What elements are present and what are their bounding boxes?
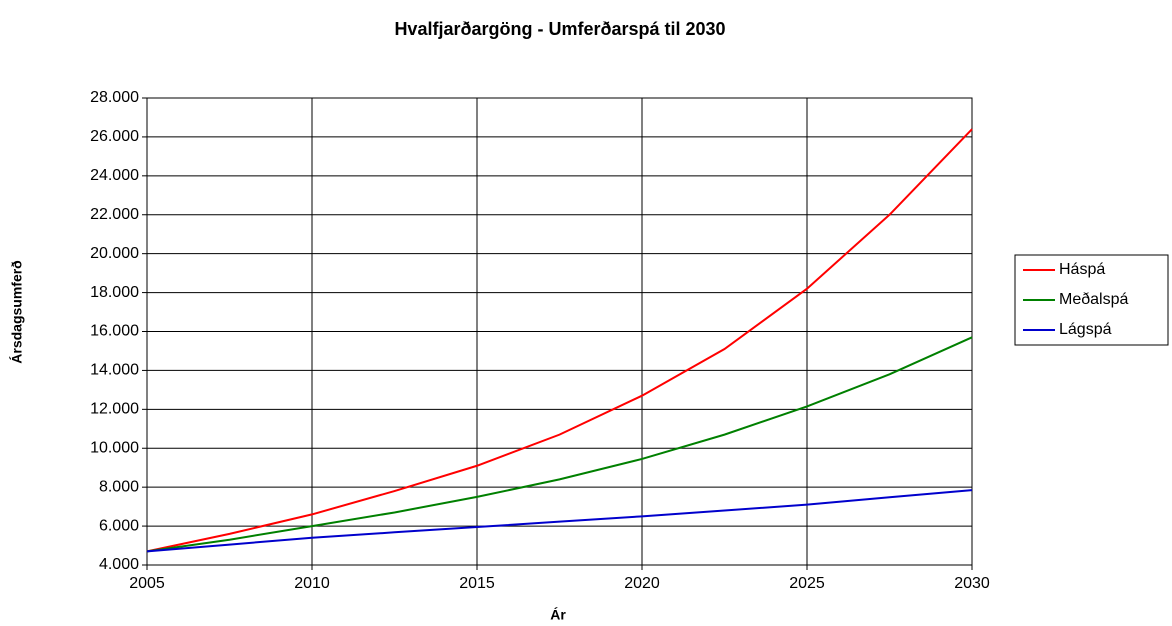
legend-label: Háspá <box>1059 261 1105 278</box>
x-tick-label: 2005 <box>129 575 165 592</box>
y-tick-label: 6.000 <box>99 517 139 534</box>
line-series <box>146 128 973 553</box>
y-tick-label: 10.000 <box>90 439 139 456</box>
y-tick-label: 20.000 <box>90 245 139 262</box>
y-tick-label: 14.000 <box>90 362 139 379</box>
x-tick-label: 2030 <box>954 575 990 592</box>
y-tick-label: 22.000 <box>90 206 139 223</box>
y-tick-label: 26.000 <box>90 128 139 145</box>
x-tick-label: 2010 <box>294 575 330 592</box>
x-tick-label: 2025 <box>789 575 825 592</box>
x-tick-label: 2020 <box>624 575 660 592</box>
legend-label: Lágspá <box>1059 321 1112 338</box>
y-axis-label: Ársdagsumferð <box>9 260 25 363</box>
chart-title: Hvalfjarðargöng - Umferðarspá til 2030 <box>394 19 725 39</box>
legend-label: Meðalspá <box>1059 291 1128 308</box>
y-tick-label: 28.000 <box>90 89 139 106</box>
x-tick-label: 2015 <box>459 575 495 592</box>
y-tick-label: 24.000 <box>90 167 139 184</box>
x-axis-label: Ár <box>550 607 566 623</box>
y-tick-label: 12.000 <box>90 401 139 418</box>
plot-border <box>146 97 973 566</box>
y-tick-label: 16.000 <box>90 323 139 340</box>
line-series <box>146 336 973 553</box>
y-tick-label: 8.000 <box>99 478 139 495</box>
y-tick-label: 4.000 <box>99 556 139 573</box>
line-series <box>146 489 973 553</box>
y-tick-label: 18.000 <box>90 284 139 301</box>
